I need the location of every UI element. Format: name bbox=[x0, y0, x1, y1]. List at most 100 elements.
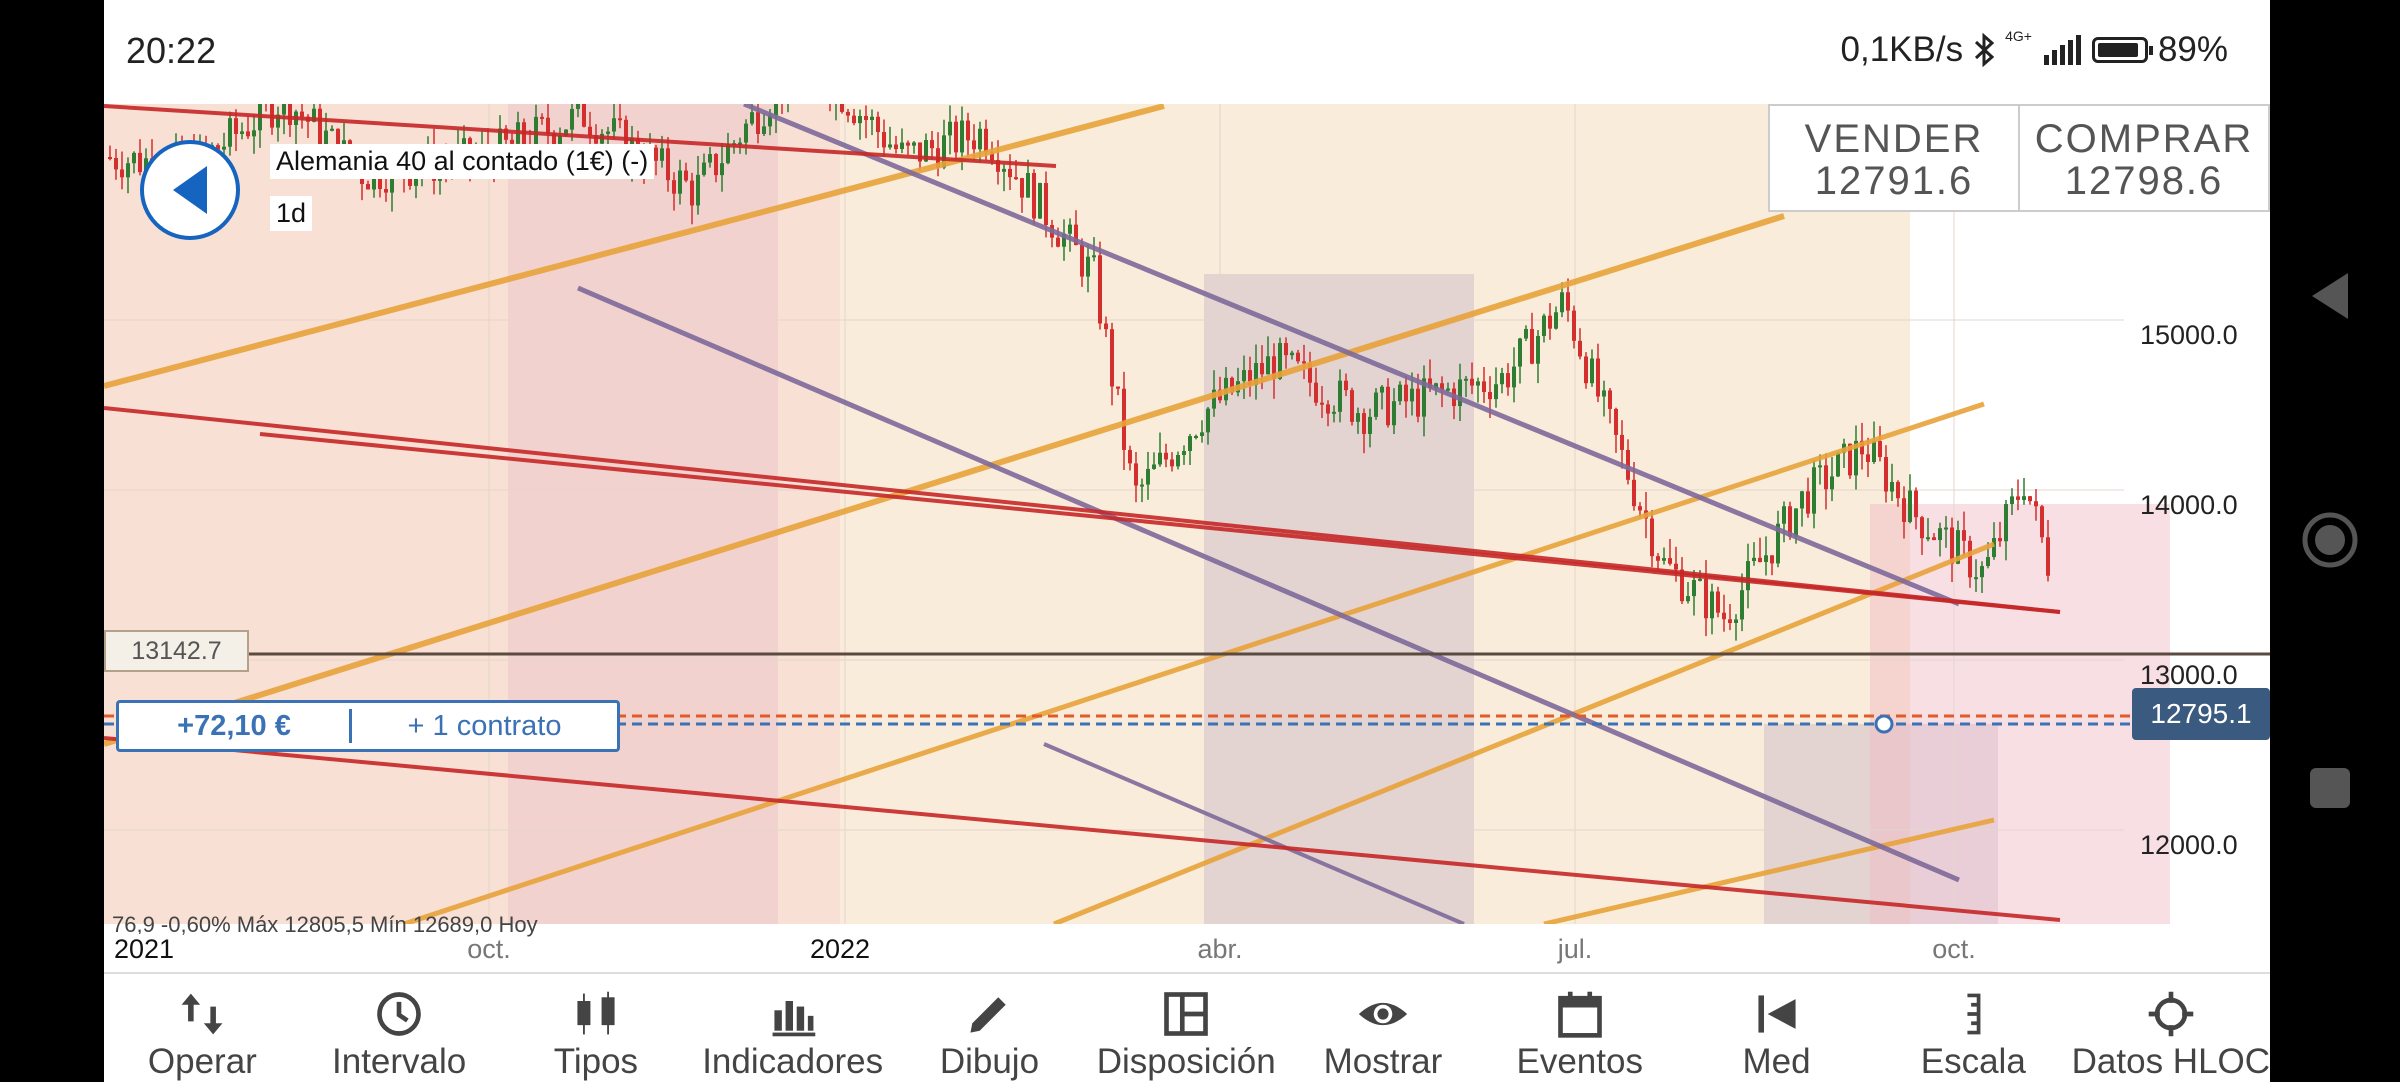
candle-body bbox=[1746, 561, 1750, 591]
zone-shading bbox=[840, 104, 1910, 924]
candle-body bbox=[216, 145, 220, 150]
tool-escala[interactable]: Escala bbox=[1875, 974, 2072, 1082]
candle-body bbox=[552, 133, 556, 146]
candle-body bbox=[1584, 356, 1588, 384]
candle-body bbox=[462, 138, 466, 148]
candle-body bbox=[1578, 340, 1582, 357]
tool-intervalo[interactable]: Intervalo bbox=[301, 974, 498, 1082]
candle-body bbox=[1266, 356, 1270, 375]
candle-body bbox=[1548, 315, 1552, 329]
candle-body bbox=[246, 131, 250, 137]
buy-button[interactable]: COMPRAR 12798.6 bbox=[2018, 106, 2268, 210]
candle-body bbox=[1488, 392, 1492, 400]
candle-body bbox=[1428, 378, 1432, 389]
candle-body bbox=[312, 108, 316, 122]
candle-body bbox=[1674, 563, 1678, 570]
position-box[interactable]: +72,10 € + 1 contrato bbox=[116, 700, 620, 752]
candle-body bbox=[1068, 224, 1072, 234]
candle-body bbox=[2046, 537, 2050, 576]
candle-body bbox=[2040, 506, 2044, 538]
candle-body bbox=[756, 112, 760, 134]
candle-body bbox=[2004, 504, 2008, 542]
nav-back-button[interactable] bbox=[2290, 256, 2370, 336]
candle-body bbox=[414, 175, 418, 186]
quote-panel: VENDER 12791.6 COMPRAR 12798.6 bbox=[1768, 104, 2270, 212]
candle-body bbox=[912, 142, 916, 146]
tool-disposicion[interactable]: Disposición bbox=[1088, 974, 1285, 1082]
candle-body bbox=[1362, 413, 1366, 434]
tool-datos-hloc[interactable]: Datos HLOC bbox=[2072, 974, 2270, 1082]
instrument-name[interactable]: Alemania 40 al contado (1€) (-) bbox=[270, 144, 655, 179]
bluetooth-icon bbox=[1975, 33, 1995, 67]
candle-body bbox=[774, 104, 778, 116]
tool-dibujo[interactable]: Dibujo bbox=[891, 974, 1088, 1082]
back-button[interactable] bbox=[140, 140, 240, 240]
candle-body bbox=[408, 174, 412, 186]
x-tick-label: jul. bbox=[1557, 934, 1593, 964]
tool-label: Med bbox=[1742, 1042, 1811, 1081]
candle-body bbox=[1740, 590, 1744, 620]
nav-home-button[interactable] bbox=[2290, 500, 2370, 580]
nav-recents-button[interactable] bbox=[2290, 748, 2370, 828]
candle-body bbox=[1020, 178, 1024, 198]
candle-body bbox=[702, 162, 706, 175]
candle-body bbox=[1614, 408, 1618, 435]
candle-body bbox=[1812, 467, 1816, 514]
candle-body bbox=[2028, 496, 2032, 502]
price-chart[interactable]: Alemania 40 al contado (1€) (-) 1d VENDE… bbox=[104, 104, 2270, 937]
tool-label: Disposición bbox=[1096, 1042, 1276, 1081]
candle-body bbox=[684, 170, 688, 181]
candle-body bbox=[1062, 233, 1066, 247]
candle-body bbox=[1044, 183, 1048, 226]
candle-body bbox=[1914, 490, 1918, 518]
candle-body bbox=[714, 154, 718, 176]
candle-body bbox=[1350, 390, 1354, 422]
candle-body bbox=[1638, 506, 1642, 511]
candle-body bbox=[864, 115, 868, 121]
tool-operar[interactable]: Operar bbox=[104, 974, 301, 1082]
candle-body bbox=[1656, 556, 1660, 561]
candle-body bbox=[690, 180, 694, 206]
candle-body bbox=[1524, 328, 1528, 339]
candle-body bbox=[738, 142, 742, 145]
candle-body bbox=[1260, 362, 1264, 375]
candle-body bbox=[1572, 310, 1576, 341]
candle-body bbox=[1986, 557, 1990, 567]
status-indicators: 0,1KB/s 4G+ 89% bbox=[1841, 28, 2229, 70]
candle-body bbox=[1104, 323, 1108, 330]
bar-chart-icon bbox=[772, 1001, 815, 1037]
tool-indicadores[interactable]: Indicadores bbox=[694, 974, 891, 1082]
candle-body bbox=[1530, 328, 1534, 364]
chart-canvas[interactable] bbox=[104, 104, 2270, 924]
candle-body bbox=[1998, 538, 2002, 542]
candle-body bbox=[120, 169, 124, 178]
candle-body bbox=[1086, 256, 1090, 277]
sell-button[interactable]: VENDER 12791.6 bbox=[1770, 106, 2018, 210]
candle-body bbox=[1962, 530, 1966, 541]
candle-body bbox=[1824, 465, 1828, 490]
candle-body bbox=[1920, 517, 1924, 539]
price-level-tag[interactable]: 13142.7 bbox=[104, 630, 249, 672]
interval-label[interactable]: 1d bbox=[270, 196, 313, 231]
candle-body bbox=[618, 118, 622, 121]
candle-body bbox=[1860, 440, 1864, 455]
candle-body bbox=[1026, 173, 1030, 198]
candle-body bbox=[1308, 362, 1312, 383]
candle-body bbox=[954, 121, 958, 153]
candle-body bbox=[960, 120, 964, 153]
candle-body bbox=[762, 126, 766, 134]
candle-body bbox=[654, 147, 658, 161]
candle-body bbox=[1626, 449, 1630, 480]
candle-body bbox=[1008, 168, 1012, 178]
candle-body bbox=[1776, 523, 1780, 564]
candle-body bbox=[672, 180, 676, 194]
candle-body bbox=[1560, 292, 1564, 313]
candle-body bbox=[1854, 440, 1858, 476]
candle-body bbox=[1782, 506, 1786, 524]
tool-tipos[interactable]: Tipos bbox=[498, 974, 695, 1082]
tool-mostrar[interactable]: Mostrar bbox=[1285, 974, 1482, 1082]
measure-icon bbox=[1757, 995, 1796, 1033]
tool-med[interactable]: Med bbox=[1678, 974, 1875, 1082]
tool-eventos[interactable]: Eventos bbox=[1481, 974, 1678, 1082]
candle-body bbox=[1728, 619, 1732, 623]
